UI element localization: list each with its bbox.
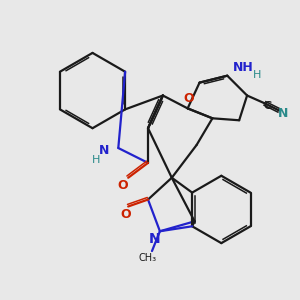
Text: O: O bbox=[120, 208, 130, 221]
Text: N: N bbox=[149, 232, 161, 246]
Text: O: O bbox=[117, 179, 128, 192]
Text: H: H bbox=[253, 70, 261, 80]
Text: N: N bbox=[99, 145, 110, 158]
Text: C: C bbox=[264, 101, 272, 111]
Text: H: H bbox=[92, 155, 101, 165]
Text: N: N bbox=[278, 107, 288, 120]
Text: NH: NH bbox=[233, 61, 254, 74]
Text: CH₃: CH₃ bbox=[139, 253, 157, 263]
Text: O: O bbox=[183, 92, 194, 105]
